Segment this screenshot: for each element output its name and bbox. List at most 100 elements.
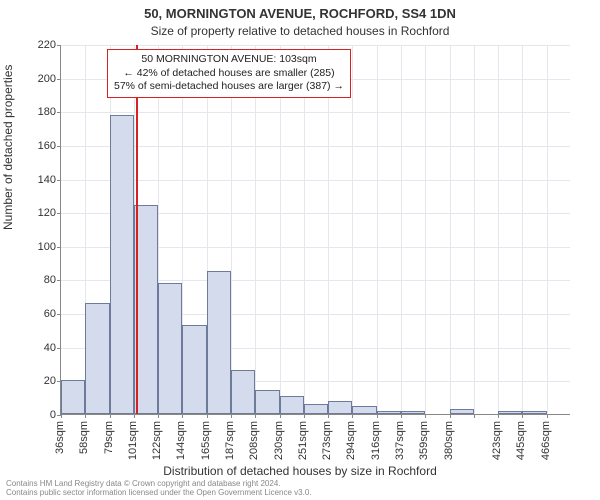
histogram-bar	[498, 411, 522, 414]
marker-line	[136, 45, 138, 414]
ytick-label: 0	[16, 409, 56, 421]
xtick-mark	[450, 414, 451, 418]
ytick-label: 200	[16, 73, 56, 85]
histogram-bar	[231, 370, 255, 414]
xtick-label: 144sqm	[175, 421, 187, 460]
xtick-label: 208sqm	[248, 421, 260, 460]
xtick-label: 294sqm	[345, 421, 357, 460]
gridline-v	[401, 45, 402, 414]
xtick-label: 251sqm	[297, 421, 309, 460]
histogram-bar	[401, 411, 425, 414]
ytick-mark	[57, 146, 61, 147]
xtick-mark	[182, 414, 183, 418]
gridline-v	[377, 45, 378, 414]
xtick-label: 337sqm	[394, 421, 406, 460]
gridline-v	[425, 45, 426, 414]
xtick-mark	[474, 414, 475, 418]
callout-line2: ← 42% of detached houses are smaller (28…	[114, 67, 344, 81]
xtick-mark	[328, 414, 329, 418]
xtick-mark	[134, 414, 135, 418]
ytick-mark	[57, 314, 61, 315]
xtick-label: 122sqm	[151, 421, 163, 460]
gridline-v	[255, 45, 256, 414]
xtick-mark	[377, 414, 378, 418]
ytick-label: 160	[16, 140, 56, 152]
gridline-v	[450, 45, 451, 414]
xtick-mark	[158, 414, 159, 418]
xtick-mark	[85, 414, 86, 418]
xtick-label: 316sqm	[370, 421, 382, 460]
histogram-bar	[207, 271, 231, 414]
xtick-mark	[522, 414, 523, 418]
xtick-label: 445sqm	[515, 421, 527, 460]
histogram-bar	[352, 406, 376, 414]
gridline-v	[522, 45, 523, 414]
ytick-mark	[57, 348, 61, 349]
histogram-bar	[450, 409, 474, 414]
xtick-mark	[110, 414, 111, 418]
xtick-mark	[61, 414, 62, 418]
xtick-mark	[255, 414, 256, 418]
title-main: 50, MORNINGTON AVENUE, ROCHFORD, SS4 1DN	[0, 6, 600, 21]
attr-line2: Contains public sector information licen…	[6, 489, 312, 498]
xtick-mark	[231, 414, 232, 418]
xtick-mark	[498, 414, 499, 418]
xtick-label: 230sqm	[273, 421, 285, 460]
ytick-label: 140	[16, 174, 56, 186]
gridline-v	[328, 45, 329, 414]
histogram-bar	[280, 396, 304, 415]
histogram-bar	[110, 115, 134, 414]
ytick-label: 100	[16, 241, 56, 253]
histogram-bar	[85, 303, 109, 414]
histogram-bar	[61, 380, 85, 414]
ytick-label: 20	[16, 375, 56, 387]
ytick-label: 180	[16, 106, 56, 118]
histogram-bar	[328, 401, 352, 414]
histogram-bar	[377, 411, 401, 414]
histogram-bar	[158, 283, 182, 414]
xtick-mark	[352, 414, 353, 418]
attribution: Contains HM Land Registry data © Crown c…	[6, 480, 312, 498]
xtick-label: 466sqm	[540, 421, 552, 460]
xtick-mark	[425, 414, 426, 418]
y-axis-label: Number of detached properties	[1, 65, 15, 230]
ytick-mark	[57, 247, 61, 248]
gridline-v	[280, 45, 281, 414]
x-axis-label: Distribution of detached houses by size …	[0, 464, 600, 478]
gridline-v	[547, 45, 548, 414]
xtick-label: 273sqm	[321, 421, 333, 460]
gridline-v	[352, 45, 353, 414]
ytick-label: 80	[16, 274, 56, 286]
xtick-label: 187sqm	[224, 421, 236, 460]
callout-line3: 57% of semi-detached houses are larger (…	[114, 80, 344, 94]
gridline-v	[474, 45, 475, 414]
gridline-v	[231, 45, 232, 414]
ytick-mark	[57, 280, 61, 281]
ytick-mark	[57, 45, 61, 46]
xtick-mark	[547, 414, 548, 418]
ytick-label: 220	[16, 39, 56, 51]
histogram-bar	[255, 390, 279, 414]
plot-area: 50 MORNINGTON AVENUE: 103sqm ← 42% of de…	[60, 45, 570, 415]
xtick-mark	[304, 414, 305, 418]
xtick-label: 36sqm	[54, 421, 66, 454]
xtick-mark	[207, 414, 208, 418]
ytick-label: 120	[16, 207, 56, 219]
xtick-label: 79sqm	[103, 421, 115, 454]
xtick-label: 359sqm	[418, 421, 430, 460]
gridline-v	[498, 45, 499, 414]
histogram-bar	[182, 325, 206, 414]
figure-root: 50, MORNINGTON AVENUE, ROCHFORD, SS4 1DN…	[0, 0, 600, 500]
histogram-bar	[304, 404, 328, 414]
xtick-mark	[280, 414, 281, 418]
ytick-label: 40	[16, 342, 56, 354]
xtick-label: 380sqm	[443, 421, 455, 460]
gridline-v	[304, 45, 305, 414]
ytick-mark	[57, 79, 61, 80]
histogram-bar	[522, 411, 546, 414]
ytick-mark	[57, 112, 61, 113]
title-sub: Size of property relative to detached ho…	[0, 24, 600, 38]
ytick-mark	[57, 180, 61, 181]
xtick-label: 423sqm	[491, 421, 503, 460]
callout-line1: 50 MORNINGTON AVENUE: 103sqm	[114, 53, 344, 67]
